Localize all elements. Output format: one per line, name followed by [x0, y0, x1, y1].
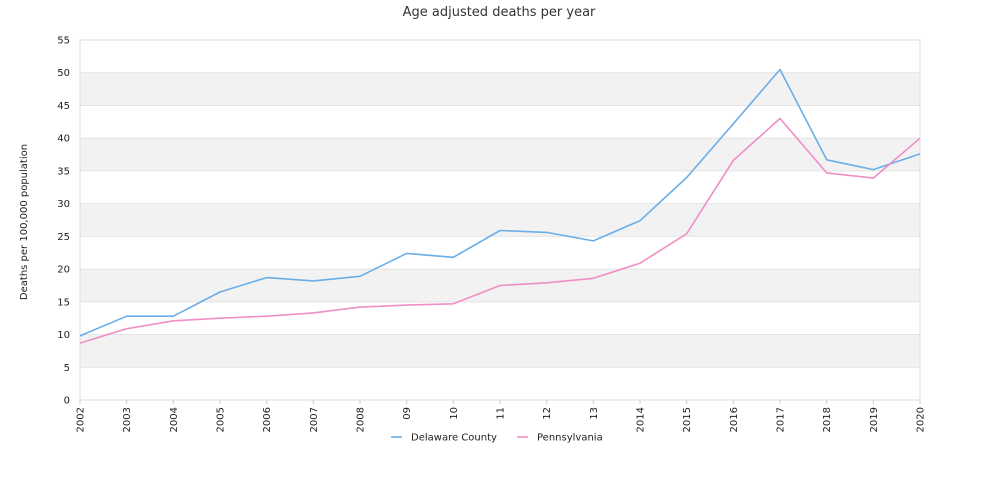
legend: Delaware County Pennsylvania: [391, 433, 603, 444]
x-tick-label: 2014: [636, 407, 647, 432]
x-tick-label: 2005: [216, 407, 227, 432]
grid-band: [80, 138, 920, 171]
grid-bands: [80, 72, 920, 368]
chart-title: Age adjusted deaths per year: [403, 5, 596, 20]
x-tick-label: 13: [589, 407, 600, 420]
y-tick-label: 55: [57, 36, 70, 47]
x-tick-label: 2002: [76, 407, 87, 432]
x-tick-label: 2019: [869, 407, 880, 432]
x-tick-label: 2003: [122, 407, 133, 432]
y-tick-label: 40: [57, 134, 70, 145]
legend-label: Pennsylvania: [537, 433, 603, 444]
x-tick-label: 10: [449, 407, 460, 420]
grid-band: [80, 334, 920, 368]
x-tick-label: 2016: [729, 407, 740, 432]
y-tick-label: 0: [64, 396, 70, 407]
y-axis-label: Deaths per 100,000 population: [19, 144, 30, 300]
x-tick-label: 2020: [916, 407, 927, 432]
series-lines: [79, 68, 921, 344]
x-tick-label: 11: [496, 407, 507, 420]
y-tick-label: 20: [57, 265, 70, 276]
y-tick-label: 45: [57, 101, 70, 112]
y-tick-label: 10: [57, 330, 70, 341]
series-line-1: [79, 68, 921, 337]
y-tick-label: 5: [64, 363, 70, 374]
y-tick-label: 25: [57, 232, 70, 243]
y-tick-label: 30: [57, 199, 70, 210]
x-tick-label: 2006: [262, 407, 273, 432]
x-axis-ticks: 2002 2003 2004 2005 2006 2007 2008 09 10 11 12 13 20…: [76, 400, 927, 432]
y-axis-ticks: 0 5 10 15 20 25 30 35 40 45 50 55: [57, 36, 70, 407]
x-tick-label: 2004: [169, 407, 180, 432]
x-tick-label: 09: [402, 407, 413, 420]
y-tick-label: 15: [57, 297, 70, 308]
y-tick-label: 50: [57, 68, 70, 79]
x-tick-label: 2015: [682, 407, 693, 432]
y-tick-label: 35: [57, 166, 70, 177]
x-tick-label: 2007: [309, 407, 320, 432]
legend-label: Delaware County: [411, 433, 497, 444]
x-tick-label: 12: [542, 407, 553, 420]
x-tick-label: 2018: [822, 407, 833, 432]
series-line-2: [79, 117, 921, 344]
grid-band: [80, 72, 920, 106]
x-tick-label: 2017: [776, 407, 787, 432]
x-tick-label: 2008: [356, 407, 367, 432]
